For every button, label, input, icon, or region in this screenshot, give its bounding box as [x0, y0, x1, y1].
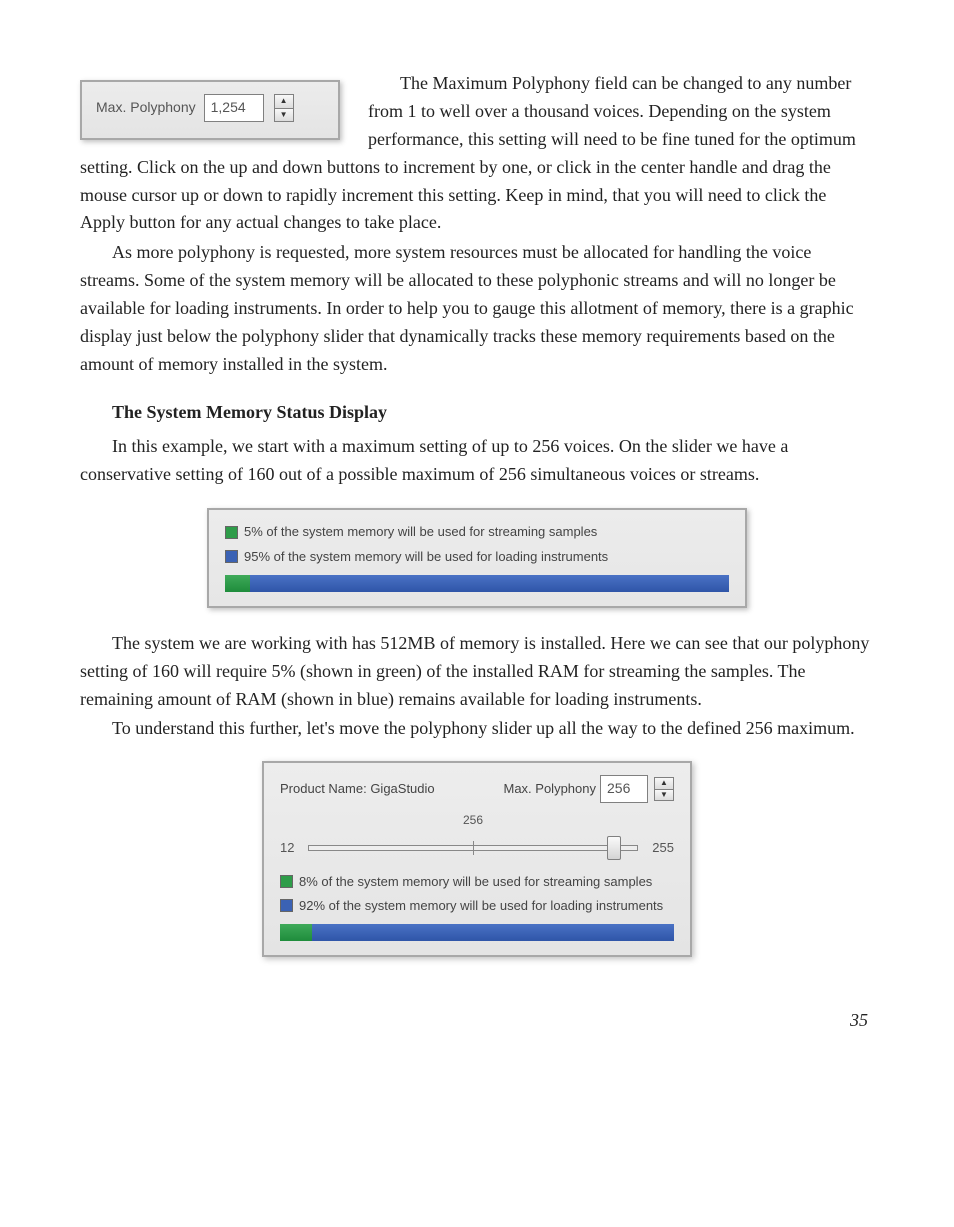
- loading-swatch-icon: [225, 550, 238, 563]
- memory-usage-bar-2: [280, 924, 674, 941]
- streaming-swatch-icon: [280, 875, 293, 888]
- polyphony-spinner-panel: Max. Polyphony 1,254 ▲ ▼: [80, 80, 340, 140]
- spinner-down-icon[interactable]: ▼: [655, 790, 673, 801]
- loading-text: 95% of the system memory will be used fo…: [244, 547, 608, 567]
- max-polyphony-label: Max. Polyphony: [96, 97, 196, 119]
- loading-text-2: 92% of the system memory will be used fo…: [299, 896, 663, 916]
- memory-status-panel: 5% of the system memory will be used for…: [207, 508, 747, 607]
- loading-swatch-icon: [280, 899, 293, 912]
- spinner-up-icon[interactable]: ▲: [655, 778, 673, 790]
- body-paragraph-4: The system we are working with has 512MB…: [80, 630, 874, 714]
- slider-max-label: 255: [652, 838, 674, 858]
- streaming-text-2: 8% of the system memory will be used for…: [299, 872, 652, 892]
- memory-usage-bar: [225, 575, 729, 592]
- polyphony-stepper-2[interactable]: ▲ ▼: [654, 777, 674, 801]
- product-name-label: Product Name: GigaStudio: [280, 779, 435, 799]
- memory-bar-loading: [312, 924, 674, 941]
- polyphony-slider[interactable]: [308, 845, 638, 851]
- slider-thumb[interactable]: [607, 836, 621, 860]
- slider-min-label: 12: [280, 838, 294, 858]
- max-polyphony-input[interactable]: 1,254: [204, 94, 264, 122]
- memory-bar-streaming: [225, 575, 250, 592]
- polyphony-settings-panel: Product Name: GigaStudio Max. Polyphony …: [262, 761, 692, 957]
- streaming-swatch-icon: [225, 526, 238, 539]
- spinner-up-icon[interactable]: ▲: [275, 95, 293, 109]
- body-paragraph-2: As more polyphony is requested, more sys…: [80, 239, 874, 378]
- max-polyphony-input-2[interactable]: 256: [600, 775, 648, 803]
- section-heading: The System Memory Status Display: [112, 399, 874, 427]
- body-paragraph-3: In this example, we start with a maximum…: [80, 433, 874, 489]
- body-paragraph-5: To understand this further, let's move t…: [80, 715, 874, 743]
- polyphony-stepper[interactable]: ▲ ▼: [274, 94, 294, 122]
- page-number: 35: [80, 1007, 874, 1035]
- max-polyphony-label-2: Max. Polyphony: [504, 779, 597, 799]
- streaming-text: 5% of the system memory will be used for…: [244, 522, 597, 542]
- memory-bar-loading: [250, 575, 729, 592]
- spinner-down-icon[interactable]: ▼: [275, 109, 293, 122]
- memory-bar-streaming: [280, 924, 312, 941]
- slider-tick-label: 256: [272, 811, 674, 830]
